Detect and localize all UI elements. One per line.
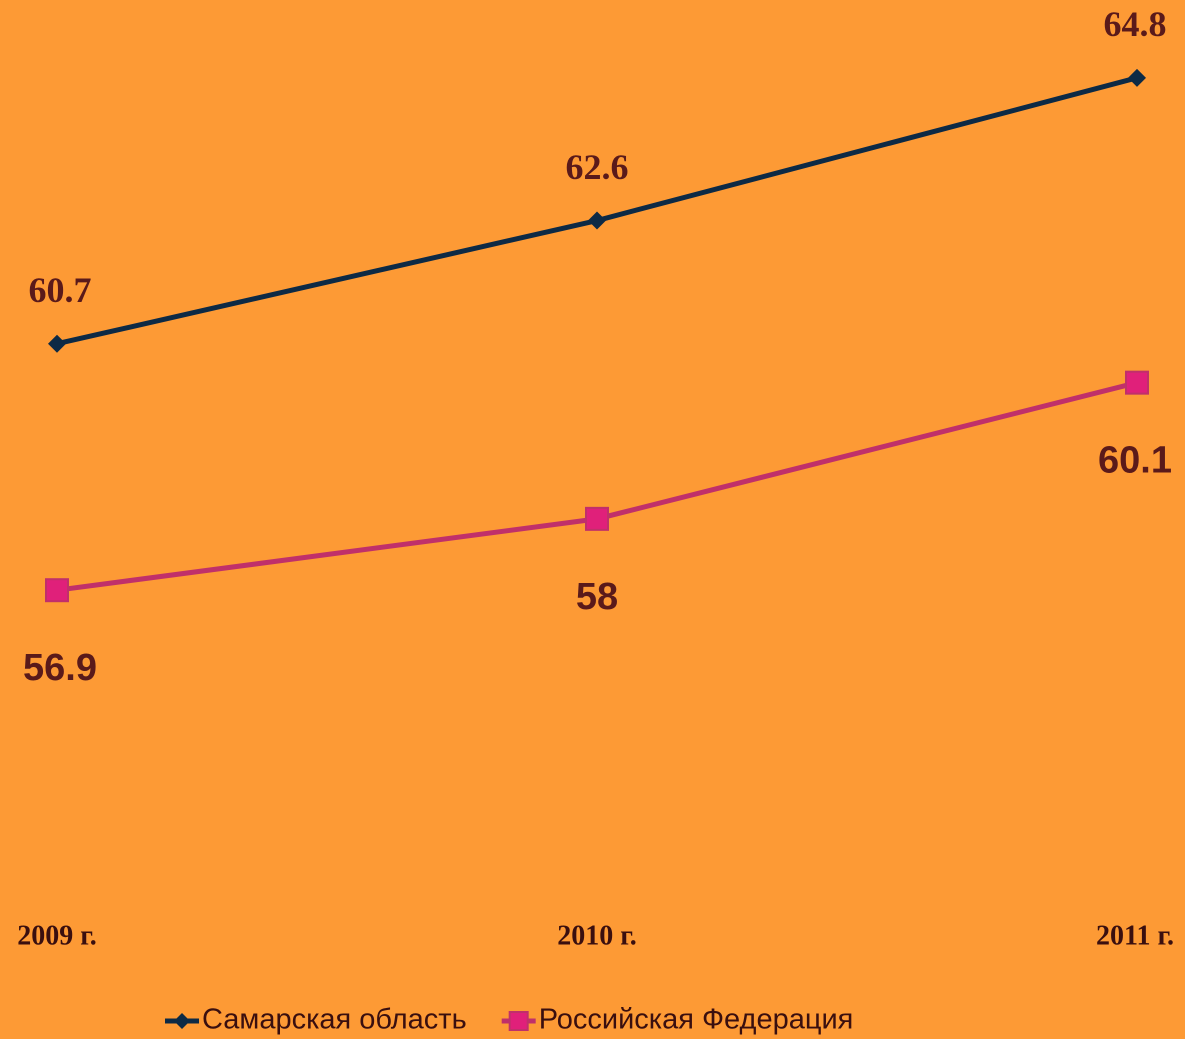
data-label: 60.7: [29, 270, 92, 310]
data-point: [45, 578, 69, 603]
data-point: [48, 334, 66, 353]
legend-marker: [174, 1013, 190, 1029]
data-label: 56.9: [23, 647, 97, 689]
series-line: [56, 75, 1138, 347]
data-label: 64.8: [1104, 4, 1167, 44]
legend-label: Самарская область: [202, 1004, 467, 1036]
x-tick-label: 2011 г.: [1096, 920, 1174, 951]
legend-marker: [508, 1011, 529, 1031]
data-point: [588, 211, 606, 230]
series-line: [56, 380, 1138, 593]
legend-label: Российская Федерация: [539, 1004, 854, 1036]
data-label: 60.1: [1098, 440, 1172, 482]
data-label: 62.6: [566, 147, 629, 187]
data-label: 58: [576, 576, 618, 618]
data-point: [585, 506, 609, 531]
x-tick-label: 2009 г.: [17, 920, 97, 951]
data-point: [1128, 68, 1146, 87]
x-tick-label: 2010 г.: [557, 920, 637, 951]
data-point: [1125, 370, 1149, 395]
